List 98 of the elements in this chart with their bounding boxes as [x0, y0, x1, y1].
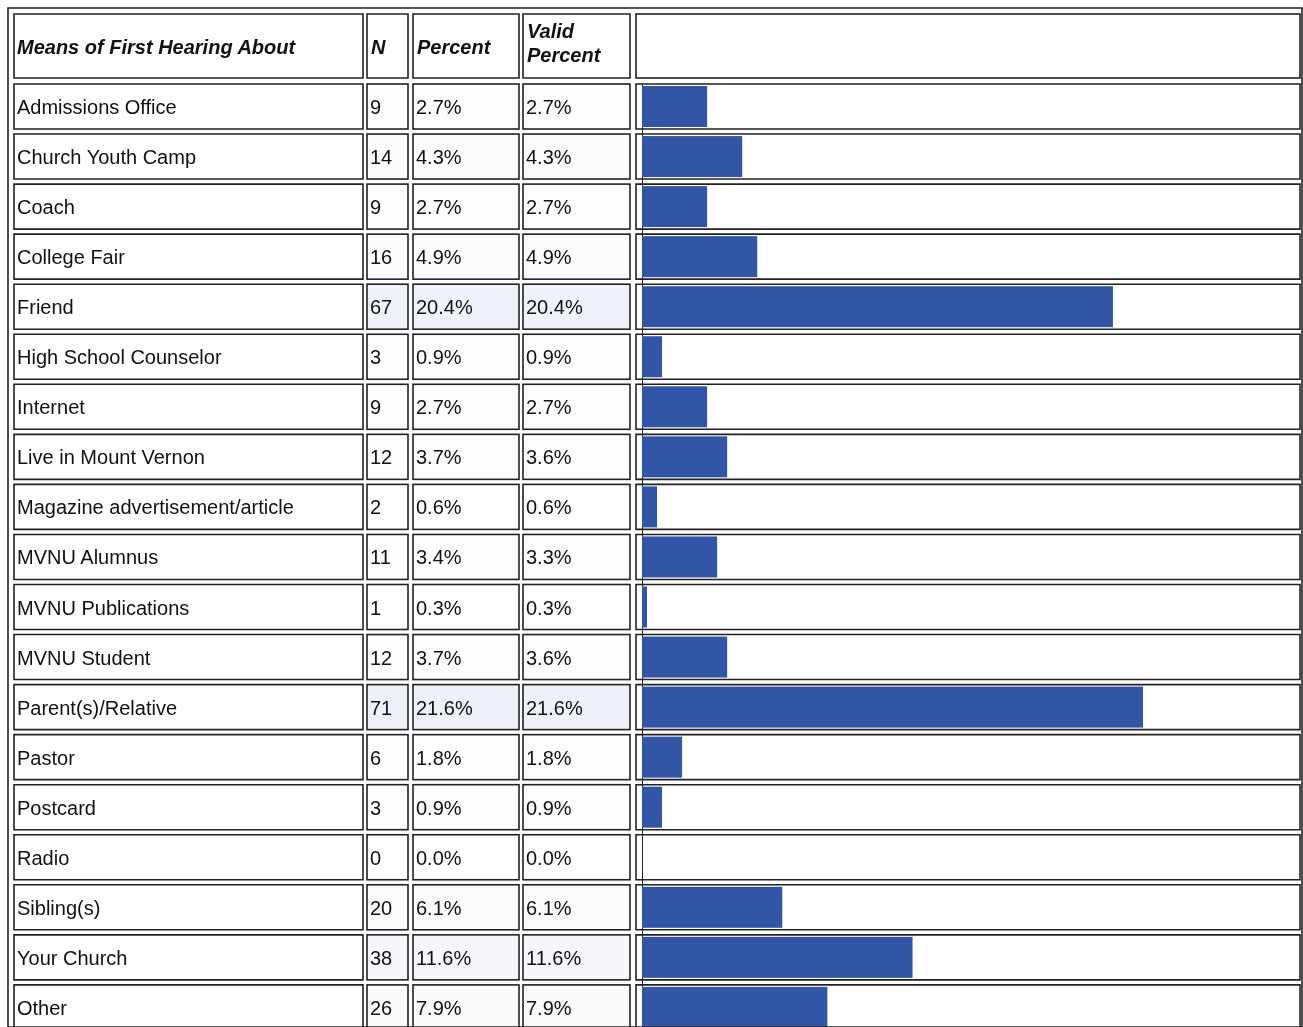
- data-label: 2.7%: [416, 196, 462, 219]
- y-tick-label: Other: [17, 996, 68, 1019]
- data-label: 4.3%: [416, 146, 462, 169]
- y-tick-label: Admissions Office: [17, 96, 177, 118]
- data-label: 12: [370, 446, 393, 469]
- data-label: 0.9%: [416, 346, 462, 369]
- data-label: 71: [370, 696, 393, 719]
- data-label: 67: [370, 296, 393, 319]
- x-tick-label: Valid Percent: [527, 20, 602, 66]
- bar: [642, 486, 658, 528]
- data-label: 11.6%: [416, 946, 472, 969]
- data-label: 3.3%: [526, 546, 572, 569]
- y-tick-label: Church Youth Camp: [17, 146, 197, 169]
- data-label: 26: [370, 996, 393, 1019]
- data-label: 0.0%: [526, 846, 572, 869]
- y-tick-label: Radio: [17, 846, 70, 869]
- data-label: 3.7%: [416, 646, 462, 669]
- y-tick-label: MVNU Alumnus: [17, 546, 159, 569]
- y-tick-label: College Fair: [17, 246, 126, 269]
- data-label: 2.7%: [526, 196, 572, 219]
- y-tick-label: Live in Mount Vernon: [17, 446, 205, 469]
- data-label: 12: [370, 646, 393, 669]
- bar: [642, 286, 1113, 328]
- data-label: 20.4%: [416, 296, 473, 319]
- bar: [642, 536, 718, 578]
- bar: [642, 736, 683, 778]
- data-label: 7.9%: [526, 996, 572, 1019]
- y-tick-label: Magazine advertisement/article: [17, 496, 294, 519]
- data-label: 3.7%: [416, 446, 462, 469]
- data-label: 1.8%: [416, 746, 462, 769]
- data-label: 3.4%: [416, 546, 462, 569]
- data-label: 2.7%: [526, 96, 572, 118]
- data-label: 16: [370, 246, 393, 269]
- bar: [642, 886, 783, 928]
- y-tick-label: MVNU Publications: [17, 596, 190, 619]
- data-label: 2: [370, 496, 382, 519]
- bar: [642, 786, 663, 828]
- data-label: 0.6%: [416, 496, 462, 519]
- y-tick-label: Postcard: [17, 796, 96, 819]
- bar: [642, 336, 663, 378]
- bar: [642, 136, 743, 178]
- data-label: 2.7%: [416, 396, 462, 419]
- y-tick-label: Parent(s)/Relative: [17, 696, 178, 719]
- bar: [642, 86, 708, 127]
- y-axis-title: Means of First Hearing About: [17, 36, 297, 58]
- data-label: 20: [370, 896, 393, 919]
- bar: [642, 686, 1143, 728]
- data-label: 2.7%: [416, 96, 462, 118]
- data-label: 9: [370, 196, 382, 219]
- data-label: 20.4%: [526, 296, 583, 319]
- data-label: 14: [370, 146, 393, 169]
- x-tick-label: N: [371, 36, 386, 58]
- data-label: 0.0%: [416, 846, 462, 869]
- data-label: 3: [370, 796, 382, 819]
- y-tick-label: MVNU Student: [17, 646, 151, 669]
- x-tick-label: Percent: [417, 36, 492, 58]
- bar: [642, 986, 828, 1027]
- data-label: 0.6%: [526, 496, 572, 519]
- data-label: 4.9%: [526, 246, 572, 269]
- y-tick-label: Friend: [17, 296, 74, 319]
- data-label: 6.1%: [416, 896, 462, 919]
- data-label: 1.8%: [526, 746, 572, 769]
- data-label: 0: [370, 846, 382, 869]
- bar: [642, 236, 758, 278]
- data-label: 0.9%: [526, 346, 572, 369]
- bar: [642, 186, 708, 228]
- bar: [642, 586, 648, 628]
- data-label: 6: [370, 746, 382, 769]
- data-label: 2.7%: [526, 396, 572, 419]
- data-label: 3: [370, 346, 382, 369]
- data-label: 4.9%: [416, 246, 462, 269]
- bar: [642, 936, 913, 978]
- bar: [642, 386, 708, 428]
- y-tick-label: High School Counselor: [17, 346, 222, 369]
- y-tick-label: Internet: [17, 396, 86, 419]
- data-label: 9: [370, 96, 382, 118]
- data-label: 0.3%: [526, 596, 572, 619]
- data-label: 0.3%: [416, 596, 462, 619]
- data-label: 21.6%: [526, 696, 583, 719]
- bar: [642, 436, 728, 478]
- y-tick-label: Pastor: [17, 746, 76, 769]
- data-label: 0.9%: [526, 796, 572, 819]
- data-label: 1: [370, 596, 382, 619]
- data-label: 3.6%: [526, 446, 572, 469]
- y-tick-label: Coach: [17, 196, 75, 219]
- data-label: 21.6%: [416, 696, 473, 719]
- data-label: 7.9%: [416, 996, 462, 1019]
- data-label: 11.6%: [526, 946, 582, 969]
- data-label: 11: [370, 546, 391, 569]
- data-label: 38: [370, 946, 393, 969]
- data-label: 0.9%: [416, 796, 462, 819]
- bar: [642, 636, 728, 678]
- data-label: 3.6%: [526, 646, 572, 669]
- data-label: 9: [370, 396, 382, 419]
- data-label: 4.3%: [526, 146, 572, 169]
- y-tick-label: Your Church: [17, 946, 128, 969]
- y-tick-label: Sibling(s): [17, 896, 101, 919]
- data-label: 6.1%: [526, 896, 572, 919]
